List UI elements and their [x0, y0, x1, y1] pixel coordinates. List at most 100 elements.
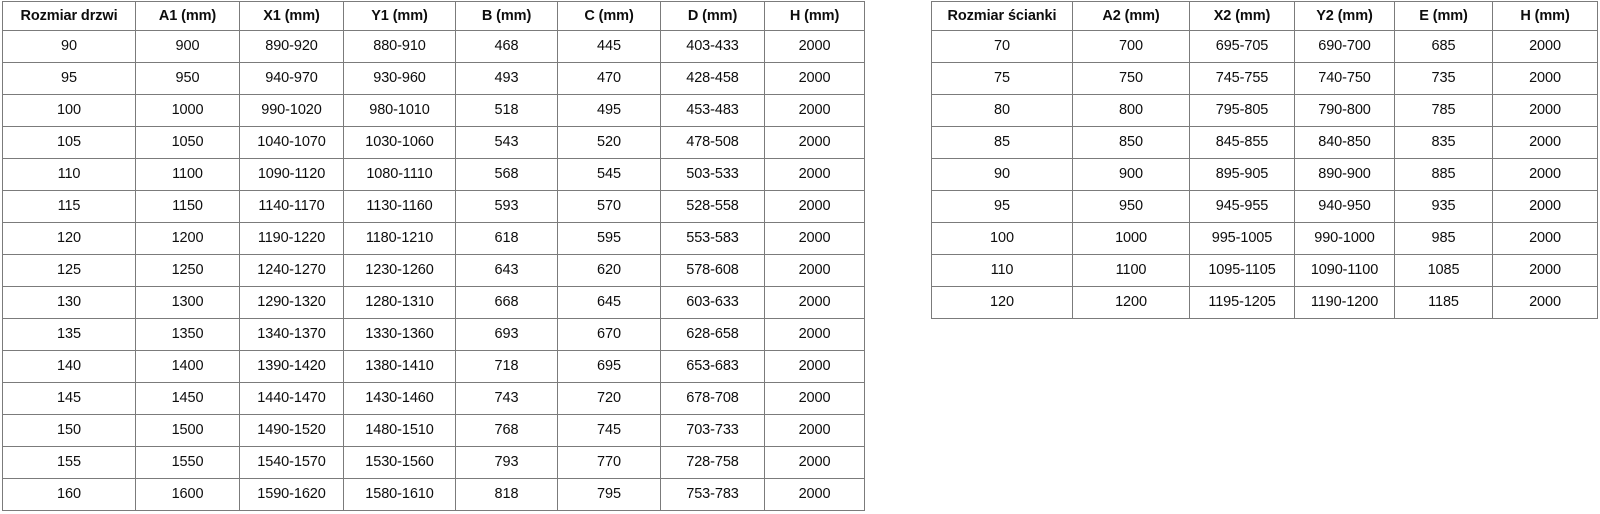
table-cell: 693: [455, 318, 558, 351]
table-cell: 2000: [764, 158, 865, 191]
table-cell: 1050: [135, 126, 240, 159]
table-cell: 718: [455, 350, 558, 383]
table-cell: 160: [2, 478, 136, 511]
table-cell: 493: [455, 62, 558, 95]
table-cell: 545: [557, 158, 661, 191]
walls-column-header: A2 (mm): [1072, 1, 1190, 31]
table-cell: 1230-1260: [343, 254, 456, 287]
table-cell: 740-750: [1294, 62, 1395, 95]
table-row: 80 800 795-805 790-800 785 2000: [931, 94, 1598, 127]
table-cell: 1430-1460: [343, 382, 456, 415]
walls-table-header: Rozmiar ścianki A2 (mm) X2 (mm) Y2 (mm) E (m…: [931, 1, 1598, 31]
table-cell: 1330-1360: [343, 318, 456, 351]
table-cell: 2000: [1492, 158, 1598, 191]
table-cell: 900: [1072, 158, 1190, 191]
table-cell: 835: [1394, 126, 1493, 159]
table-cell: 840-850: [1294, 126, 1395, 159]
table-cell: 1540-1570: [239, 446, 344, 479]
table-cell: 2000: [764, 94, 865, 127]
doors-table-header: Rozmiar drzwi A1 (mm) X1 (mm) Y1 (mm) B (mm)…: [2, 1, 865, 31]
table-cell: 1000: [1072, 222, 1190, 255]
table-row: 95 950 940-970 930-960 493 470 428-458 2000: [2, 62, 865, 95]
table-cell: 2000: [1492, 30, 1598, 63]
table-cell: 403-433: [660, 30, 765, 63]
table-cell: 1090-1100: [1294, 254, 1395, 287]
table-cell: 1300: [135, 286, 240, 319]
table-cell: 653-683: [660, 350, 765, 383]
table-cell: 570: [557, 190, 661, 223]
table-cell: 745: [557, 414, 661, 447]
table-row: 90 900 890-920 880-910 468 445 403-433 2000: [2, 30, 865, 63]
table-cell: 125: [2, 254, 136, 287]
table-row: 75 750 745-755 740-750 735 2000: [931, 62, 1598, 95]
table-cell: 1530-1560: [343, 446, 456, 479]
table-cell: 110: [931, 254, 1073, 287]
table-cell: 1440-1470: [239, 382, 344, 415]
table-cell: 105: [2, 126, 136, 159]
table-cell: 940-970: [239, 62, 344, 95]
table-cell: 890-900: [1294, 158, 1395, 191]
table-cell: 690-700: [1294, 30, 1395, 63]
table-cell: 75: [931, 62, 1073, 95]
table-cell: 428-458: [660, 62, 765, 95]
table-cell: 578-608: [660, 254, 765, 287]
table-cell: 1550: [135, 446, 240, 479]
table-cell: 1180-1210: [343, 222, 456, 255]
table-cell: 790-800: [1294, 94, 1395, 127]
table-cell: 100: [2, 94, 136, 127]
table-cell: 1200: [135, 222, 240, 255]
table-row: 100 1000 995-1005 990-1000 985 2000: [931, 222, 1598, 255]
table-cell: 1390-1420: [239, 350, 344, 383]
table-cell: 90: [2, 30, 136, 63]
table-cell: 2000: [764, 286, 865, 319]
table-cell: 2000: [764, 318, 865, 351]
table-cell: 2000: [764, 478, 865, 511]
walls-column-header: Rozmiar ścianki: [931, 1, 1073, 31]
table-cell: 70: [931, 30, 1073, 63]
table-cell: 728-758: [660, 446, 765, 479]
table-cell: 720: [557, 382, 661, 415]
table-row: 95 950 945-955 940-950 935 2000: [931, 190, 1598, 223]
table-row: 90 900 895-905 890-900 885 2000: [931, 158, 1598, 191]
table-cell: 135: [2, 318, 136, 351]
table-cell: 595: [557, 222, 661, 255]
table-row: 160 1600 1590-1620 1580-1610 818 795 753-783 20…: [2, 478, 865, 511]
table-cell: 543: [455, 126, 558, 159]
walls-column-header: E (mm): [1394, 1, 1493, 31]
table-cell: 1600: [135, 478, 240, 511]
table-cell: 750: [1072, 62, 1190, 95]
table-cell: 770: [557, 446, 661, 479]
table-cell: 935: [1394, 190, 1493, 223]
table-cell: 503-533: [660, 158, 765, 191]
table-cell: 110: [2, 158, 136, 191]
table-cell: 745-755: [1189, 62, 1295, 95]
table-cell: 940-950: [1294, 190, 1395, 223]
table-row: 100 1000 990-1020 980-1010 518 495 453-483 2000: [2, 94, 865, 127]
table-row: 120 1200 1190-1220 1180-1210 618 595 553-583 20…: [2, 222, 865, 255]
table-cell: 990-1020: [239, 94, 344, 127]
walls-column-header: X2 (mm): [1189, 1, 1295, 31]
table-cell: 90: [931, 158, 1073, 191]
table-cell: 885: [1394, 158, 1493, 191]
table-cell: 2000: [764, 30, 865, 63]
doors-column-header: D (mm): [660, 1, 765, 31]
table-cell: 1340-1370: [239, 318, 344, 351]
table-cell: 445: [557, 30, 661, 63]
table-cell: 678-708: [660, 382, 765, 415]
table-cell: 115: [2, 190, 136, 223]
table-cell: 1030-1060: [343, 126, 456, 159]
table-cell: 785: [1394, 94, 1493, 127]
table-cell: 1190-1200: [1294, 286, 1395, 319]
doors-column-header: X1 (mm): [239, 1, 344, 31]
table-cell: 628-658: [660, 318, 765, 351]
doors-dimensions-table: Rozmiar drzwi A1 (mm) X1 (mm) Y1 (mm) B (mm)…: [2, 1, 865, 511]
doors-column-header: A1 (mm): [135, 1, 240, 31]
table-cell: 145: [2, 382, 136, 415]
table-cell: 1250: [135, 254, 240, 287]
table-cell: 818: [455, 478, 558, 511]
table-cell: 2000: [1492, 94, 1598, 127]
table-cell: 793: [455, 446, 558, 479]
table-cell: 795-805: [1189, 94, 1295, 127]
table-cell: 2000: [1492, 126, 1598, 159]
table-row: 120 1200 1195-1205 1190-1200 1185 2000: [931, 286, 1598, 319]
